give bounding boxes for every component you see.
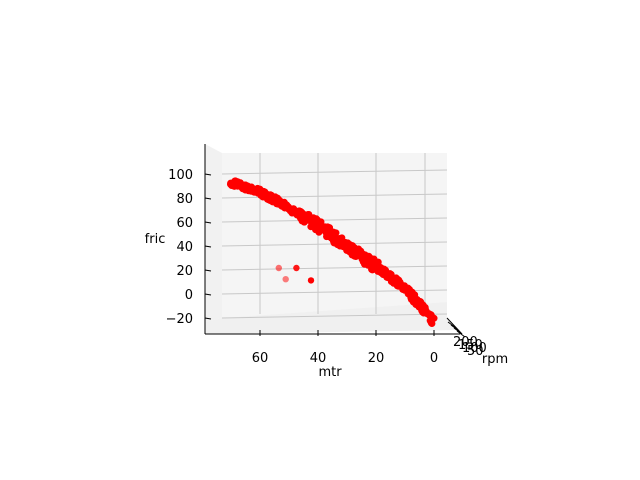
data-point	[348, 251, 356, 259]
outlier-point	[307, 277, 315, 284]
z-tick-mark	[204, 221, 212, 224]
y-tick-label: 50	[467, 344, 484, 359]
data-point	[344, 246, 352, 254]
data-point	[374, 265, 382, 273]
z-tick-mark	[204, 245, 212, 248]
data-point	[244, 182, 252, 190]
z-tick-label: 60	[176, 216, 193, 231]
z-tick-label: 0	[185, 288, 193, 303]
data-point	[385, 274, 393, 282]
y-tick-mark	[447, 321, 457, 329]
y-tick-label: 200	[453, 335, 478, 350]
data-point	[259, 188, 267, 196]
y-tick-label: 150	[458, 338, 483, 353]
data-point	[300, 217, 308, 225]
data-point	[424, 309, 432, 317]
data-point	[295, 207, 303, 215]
z-tick-label: 20	[176, 264, 193, 279]
data-point	[364, 261, 372, 269]
data-point	[349, 242, 357, 250]
z-tick-mark	[204, 317, 212, 320]
data-point	[368, 256, 376, 264]
data-point	[393, 282, 401, 290]
z-tick-label: 40	[176, 240, 193, 255]
outlier-point	[293, 264, 300, 272]
grid-line-horizontal	[221, 265, 448, 271]
data-point	[306, 214, 314, 222]
data-point	[250, 188, 258, 196]
data-point	[288, 207, 296, 215]
z-tick-mark	[204, 173, 212, 176]
data-point	[315, 222, 323, 230]
z-tick-mark	[204, 293, 212, 296]
y-axis-line	[446, 317, 463, 335]
axes-frame	[204, 144, 466, 338]
data-point	[428, 320, 436, 328]
grid-line-horizontal	[221, 217, 448, 223]
y-tick-mark	[450, 324, 460, 332]
y-tick-label: 100	[462, 341, 487, 356]
floor-pane-face	[205, 302, 460, 334]
x-axis-label: mtr	[318, 365, 342, 380]
y-axis-label: rpm	[482, 352, 508, 367]
grid-line-horizontal	[221, 169, 448, 175]
x-tick-label: 40	[310, 351, 327, 366]
z-axis-label: fric	[145, 232, 166, 247]
z-tick-label: 80	[176, 192, 193, 207]
outlier-point	[275, 264, 282, 272]
y-tick-mark	[453, 327, 463, 335]
z-tick-mark	[204, 269, 212, 272]
data-point	[329, 237, 337, 245]
data-point	[228, 181, 236, 189]
z-tick-label: 100	[168, 168, 193, 183]
z-tick-mark	[204, 197, 212, 200]
data-point	[336, 242, 344, 250]
data-point	[266, 196, 274, 204]
x-tick-label: 0	[430, 351, 438, 366]
scatter-points	[226, 177, 438, 328]
data-point	[357, 247, 365, 255]
data-point	[409, 290, 417, 298]
side-pane-face	[205, 144, 222, 322]
z-tick-label: −20	[166, 312, 193, 327]
data-point	[336, 234, 344, 242]
outlier-point	[282, 276, 289, 283]
data-point	[409, 298, 417, 306]
y-tick-mark	[456, 330, 466, 338]
grid-line-horizontal	[221, 313, 448, 319]
x-tick-label: 20	[368, 351, 385, 366]
data-point	[401, 284, 409, 292]
data-point	[416, 297, 424, 305]
x-tick-label: 60	[252, 351, 269, 366]
